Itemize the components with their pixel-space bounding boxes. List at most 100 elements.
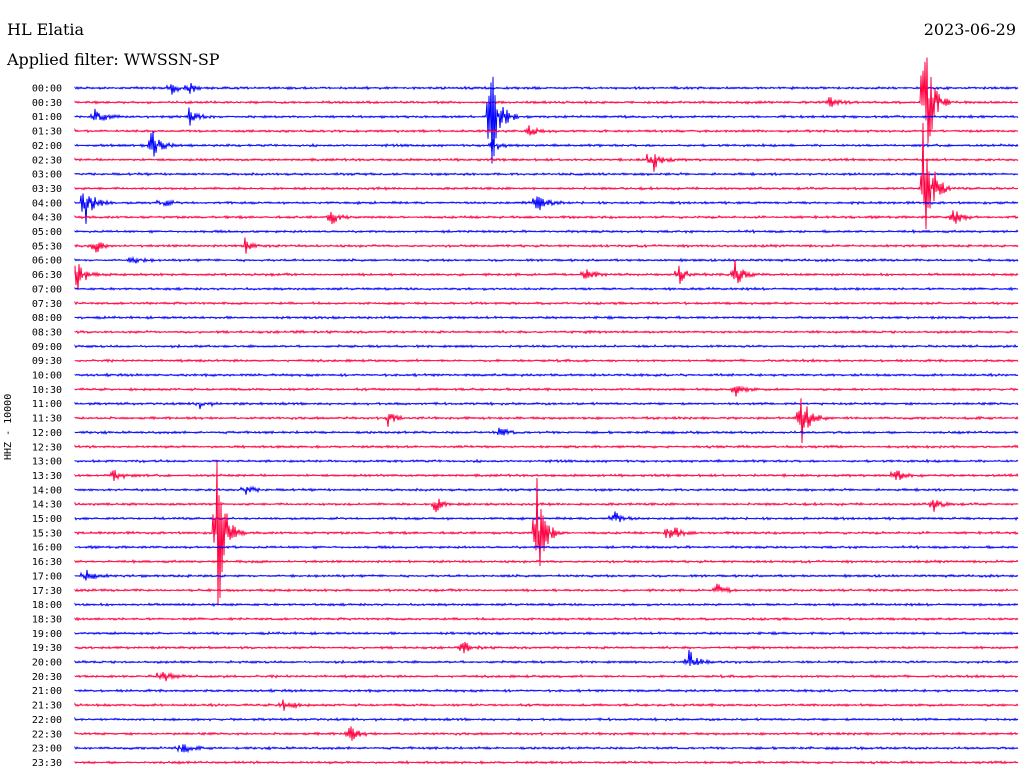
row-time-label: 10:00 [32,371,62,382]
row-time-label: 18:00 [32,600,62,611]
row-time-label: 05:30 [32,241,62,252]
trace-row [74,699,1019,711]
trace-row [74,76,1019,164]
row-time-label: 21:00 [32,686,62,697]
row-time-label: 02:00 [32,141,62,152]
station-title: HL Elatia [7,20,85,39]
row-time-label: 08:30 [32,327,62,338]
row-time-label: 12:00 [32,428,62,439]
row-time-label: 06:00 [32,256,62,267]
row-time-label: 19:00 [32,629,62,640]
row-time-label: 07:30 [32,299,62,310]
row-time-label: 12:30 [32,442,62,453]
trace-row [74,569,1019,581]
row-time-label: 21:30 [32,701,62,712]
trace-row [74,82,1019,95]
row-time-label: 19:30 [32,643,62,654]
trace-row [74,255,1019,264]
trace-row [74,444,1019,450]
trace-row [74,583,1019,594]
row-time-label: 23:30 [32,758,62,769]
trace-row [74,125,1019,136]
trace-row [74,122,1019,230]
trace-row [74,372,1019,378]
trace-row [74,286,1019,292]
trace-row [74,131,1019,157]
row-time-label: 22:30 [32,729,62,740]
row-time-label: 15:00 [32,514,62,525]
filter-label: Applied filter: WWSSN-SP [7,50,220,69]
row-time-label: 17:00 [32,571,62,582]
trace-row [74,544,1019,550]
trace-row [74,153,1019,172]
trace-row [74,228,1019,235]
trace-row [74,237,1019,254]
trace-row [74,193,1019,224]
row-time-label: 01:00 [32,112,62,123]
trace-row [74,688,1019,694]
row-time-label: 09:30 [32,356,62,367]
row-time-label: 16:00 [32,543,62,554]
row-time-label: 20:00 [32,658,62,669]
row-time-label: 20:30 [32,672,62,683]
trace-row [74,343,1019,349]
trace-row [74,726,1019,741]
trace-row [74,401,1019,410]
trace-row [74,458,1019,464]
trace-row [74,716,1019,722]
row-time-label: 23:00 [32,744,62,755]
row-time-label: 13:30 [32,471,62,482]
row-time-label: 14:30 [32,500,62,511]
row-time-label: 07:00 [32,284,62,295]
trace-row [74,485,1019,495]
row-time-label: 22:00 [32,715,62,726]
row-time-label: 03:30 [32,184,62,195]
trace-row [74,427,1019,436]
trace-row [74,358,1019,364]
trace-row [74,616,1019,622]
row-time-label: 11:00 [32,399,62,410]
trace-row [74,759,1019,765]
row-time-label: 18:30 [32,614,62,625]
trace-row [74,469,1019,482]
trace-row [74,671,1019,682]
row-time-label: 09:00 [32,342,62,353]
row-time-label: 03:00 [32,170,62,181]
trace-row [74,210,1019,225]
row-time-label: 13:00 [32,457,62,468]
trace-row [74,630,1019,636]
row-time-label: 17:30 [32,586,62,597]
date-label: 2023-06-29 [923,20,1016,39]
row-time-label: 00:00 [32,84,62,95]
trace-row [74,398,1019,444]
row-time-label: 08:00 [32,313,62,324]
trace-row [74,460,1019,606]
row-time-label: 02:30 [32,155,62,166]
row-time-label: 04:00 [32,198,62,209]
trace-row [74,57,1019,144]
row-time-label: 10:30 [32,385,62,396]
trace-row [74,315,1019,321]
trace-row [74,300,1019,306]
trace-row [74,329,1019,335]
trace-row [74,558,1019,565]
row-time-label: 11:30 [32,414,62,425]
row-time-label: 14:00 [32,485,62,496]
trace-row [74,641,1019,654]
row-time-label: 15:30 [32,528,62,539]
row-time-label: 01:30 [32,127,62,138]
row-time-label: 00:30 [32,98,62,109]
trace-row [74,602,1019,607]
row-time-label: 05:00 [32,227,62,238]
row-time-label: 06:30 [32,270,62,281]
trace-row [74,649,1019,667]
row-time-label: 16:30 [32,557,62,568]
trace-row [74,171,1019,177]
trace-row [74,511,1019,523]
trace-row [74,259,1019,291]
trace-row [74,498,1019,513]
trace-row [74,385,1019,397]
row-time-label: 04:30 [32,213,62,224]
trace-row [74,744,1019,754]
